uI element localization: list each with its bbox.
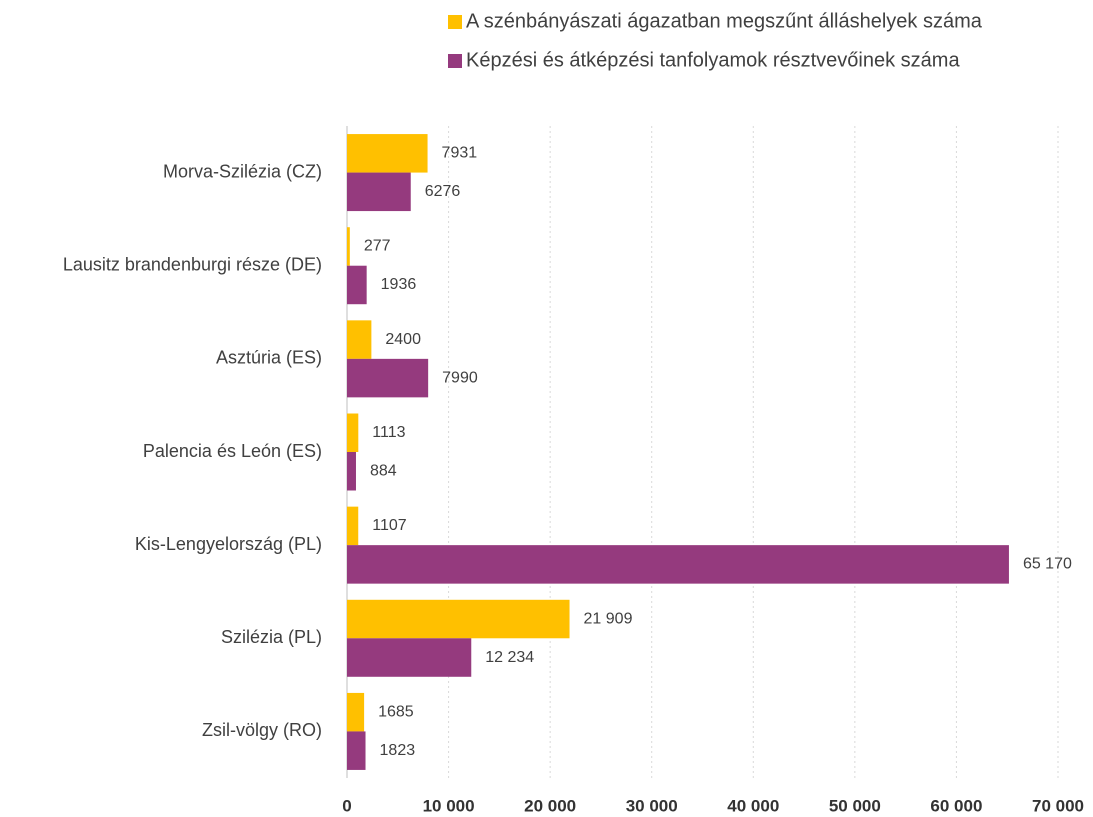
legend-swatch (448, 54, 462, 68)
data-label: 65 170 (1023, 556, 1072, 573)
bar (347, 692, 365, 732)
x-tick-label: 30 000 (626, 796, 678, 815)
bar (347, 452, 356, 491)
data-label: 277 (364, 238, 391, 255)
data-label: 1823 (380, 742, 416, 759)
data-label: 1936 (381, 276, 417, 293)
legend-swatch (448, 15, 462, 29)
bar (347, 545, 1009, 584)
data-label: 7931 (442, 145, 478, 162)
x-tick-label: 0 (342, 796, 351, 815)
data-label: 884 (370, 462, 397, 479)
data-label: 1685 (378, 703, 414, 720)
y-tick-label: Lausitz brandenburgi része (DE) (63, 254, 322, 274)
data-label: 6276 (425, 183, 461, 200)
data-label: 1107 (372, 517, 407, 534)
data-label: 7990 (442, 369, 478, 386)
data-label: 12 234 (485, 649, 534, 666)
x-tick-label: 50 000 (829, 796, 881, 815)
y-tick-label: Morva-Szilézia (CZ) (163, 161, 322, 181)
x-tick-label: 40 000 (727, 796, 779, 815)
x-tick-label: 20 000 (524, 796, 576, 815)
y-tick-label: Palencia és León (ES) (143, 441, 322, 461)
bar (347, 599, 570, 639)
y-tick-label: Kis-Lengyelország (PL) (135, 534, 322, 554)
x-tick-label: 70 000 (1032, 796, 1084, 815)
bar (347, 731, 366, 770)
bar (347, 227, 350, 266)
bar (347, 320, 372, 359)
legend-label: A szénbányászati ágazatban megszűnt állá… (466, 10, 983, 32)
x-tick-label: 10 000 (423, 796, 475, 815)
bar (347, 172, 411, 212)
bar (347, 134, 428, 173)
bar (347, 358, 429, 398)
data-label: 2400 (385, 331, 421, 348)
bar (347, 413, 359, 452)
data-label: 21 909 (584, 610, 633, 627)
y-tick-label: Zsil-völgy (RO) (202, 720, 322, 740)
bar (347, 638, 472, 677)
y-tick-label: Szilézia (PL) (221, 627, 322, 647)
legend-label: Képzési és átképzési tanfolyamok résztve… (466, 49, 960, 71)
data-label: 1113 (372, 424, 405, 441)
bar (347, 506, 359, 546)
bar (347, 265, 367, 305)
x-tick-label: 60 000 (930, 796, 982, 815)
y-tick-label: Asztúria (ES) (216, 348, 322, 368)
